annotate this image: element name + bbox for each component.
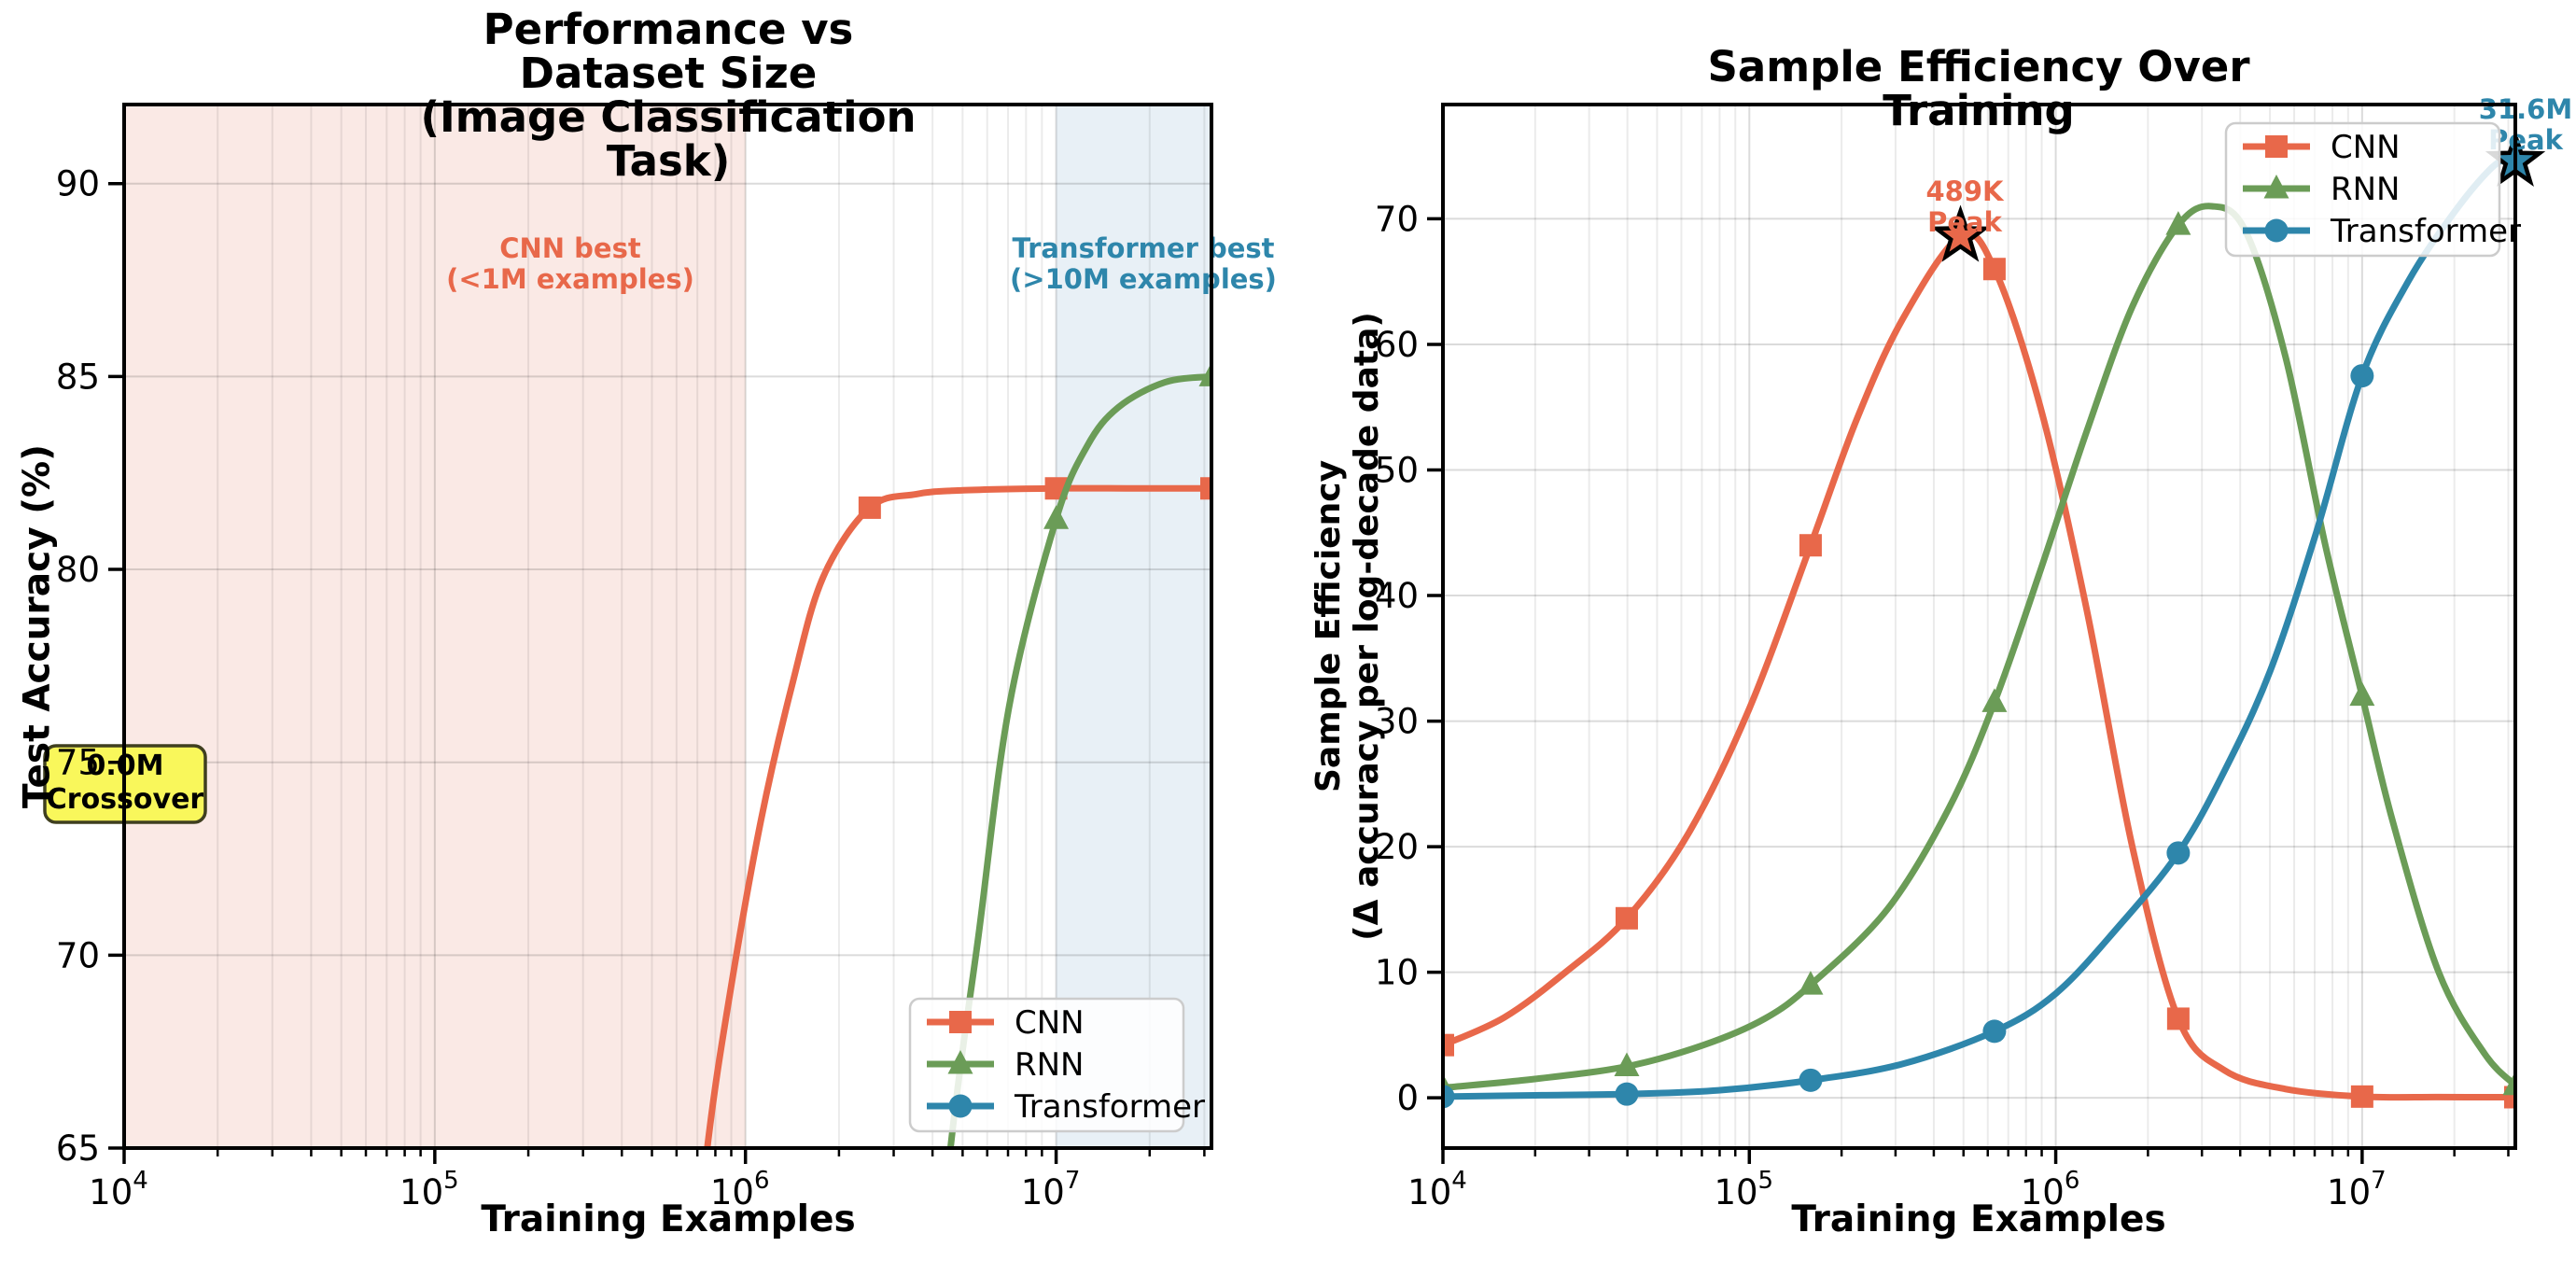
data-point-circle-marker [1615, 1082, 1639, 1106]
right-y-axis-label-line2: (Δ accuracy per log-decade data) [1348, 312, 1386, 941]
svg-text:(>10M examples): (>10M examples) [1010, 263, 1277, 295]
data-point-triangle-marker [1798, 971, 1824, 995]
left-chart-title-line1: Performance vs Dataset Size [483, 5, 854, 98]
axes-spines [122, 103, 1213, 1150]
svg-text:Transformer best: Transformer best [1012, 232, 1274, 264]
y-tick-label: 20 [1375, 827, 1419, 867]
legend: CNN RNN Transformer [908, 997, 1205, 1133]
gridlines [1443, 105, 2515, 1148]
peak-annotation: Transformer best(>10M examples) [1010, 232, 1277, 295]
data-point-square-marker [2265, 135, 2288, 158]
legend-label-rnn: RNN [2331, 171, 2401, 208]
data-point-circle-marker [1799, 1068, 1823, 1092]
data-point-square-marker [2166, 1007, 2190, 1030]
x-tick-label: 104 [1407, 1167, 1467, 1212]
data-point-triangle-marker [2165, 211, 2191, 235]
svg-text:(<1M examples): (<1M examples) [446, 263, 694, 295]
data-point-triangle-marker [1198, 362, 1211, 386]
left-x-axis-label: Training Examples [481, 1198, 856, 1240]
transformer-line [1443, 148, 2515, 1100]
plot-area [1443, 148, 2515, 1109]
left-chart: CNN best(<1M examples) Transformer best(>… [43, 103, 1277, 1212]
data-point-square-marker [1200, 477, 1211, 500]
data-point-circle-marker [1443, 1085, 1455, 1109]
data-point-square-marker [1982, 258, 2006, 281]
data-point-circle-marker [948, 1094, 973, 1118]
y-tick-label: 70 [56, 935, 100, 975]
legend-label-cnn: CNN [2331, 129, 2401, 166]
rnn-line [1443, 203, 2515, 1091]
svg-text:Peak: Peak [1927, 206, 2002, 238]
y-tick-label: 80 [56, 550, 100, 590]
svg-text:489K: 489K [1925, 175, 2005, 207]
right-y-axis-label: Sample Efficiency (Δ accuracy per log-de… [1309, 312, 1386, 941]
x-tick-label: 107 [2327, 1167, 2387, 1212]
left-chart-title-line2: (Image Classification Task) [420, 92, 917, 186]
rnn-line [946, 372, 1211, 1148]
y-tick-label: 0 [1396, 1078, 1419, 1118]
data-point-triangle-marker [2502, 1071, 2515, 1096]
legend-label-cnn: CNN [1015, 1004, 1085, 1042]
data-point-circle-marker [2166, 841, 2191, 865]
data-point-triangle-marker [1981, 688, 2008, 712]
data-point-square-marker [1615, 906, 1638, 930]
axes-spines [1441, 103, 2517, 1150]
left-chart-title: Performance vs Dataset Size (Image Class… [388, 7, 948, 183]
data-point-circle-marker [2350, 364, 2374, 388]
y-tick-label: 10 [1375, 953, 1419, 993]
cnn-peak-star-marker [1930, 204, 1991, 262]
y-tick-label: 85 [56, 357, 100, 397]
data-point-circle-marker [1982, 1019, 2007, 1044]
svg-text:CNN best: CNN best [499, 232, 641, 264]
transformer-best-region [1056, 105, 1211, 1148]
x-tick-label: 104 [89, 1167, 148, 1212]
y-tick-label: 60 [1375, 325, 1419, 365]
right-y-axis-label-line1: Sample Efficiency [1309, 459, 1348, 793]
left-y-axis-label: Test Accuracy (%) [16, 444, 59, 808]
peak-annotation: CNN best(<1M examples) [446, 232, 694, 295]
y-tick-label: 90 [56, 164, 100, 204]
y-tick-label: 75 [56, 743, 100, 783]
data-point-square-marker [2350, 1085, 2373, 1108]
right-chart-title: Sample Efficiency Over Training [1707, 42, 2250, 135]
data-point-square-marker [858, 496, 881, 519]
data-point-square-marker [1799, 534, 1822, 557]
y-tick-label: 30 [1375, 702, 1419, 742]
y-tick-label: 65 [56, 1128, 100, 1169]
plot-area [704, 362, 1211, 1148]
data-point-circle-marker [2264, 218, 2289, 243]
svg-text:Peak: Peak [2488, 124, 2563, 156]
y-tick-label: 50 [1375, 451, 1419, 491]
right-x-axis-label: Training Examples [1791, 1198, 2166, 1240]
y-tick-label: 70 [1375, 199, 1419, 239]
data-point-triangle-marker [1043, 505, 1070, 529]
data-point-triangle-marker [947, 1050, 973, 1074]
legend-label-transformer: Transformer [1014, 1088, 1205, 1126]
svg-text:31.6M: 31.6M [2479, 93, 2572, 125]
data-point-square-marker [1443, 1033, 1454, 1057]
data-point-triangle-marker [2263, 175, 2289, 199]
cnn-line [1443, 231, 2515, 1101]
data-point-triangle-marker [2349, 681, 2375, 707]
data-point-triangle-marker [1614, 1052, 1640, 1077]
y-tick-label: 40 [1375, 576, 1419, 616]
legend-label-rnn: RNN [1015, 1046, 1085, 1084]
cnn-best-region [124, 105, 746, 1148]
x-tick-label: 107 [1021, 1167, 1081, 1212]
legend: CNN RNN Transformer [2224, 121, 2521, 258]
x-tick-label: 106 [2021, 1167, 2080, 1212]
legend-label-transformer: Transformer [2330, 213, 2521, 250]
data-point-square-marker [949, 1011, 972, 1033]
